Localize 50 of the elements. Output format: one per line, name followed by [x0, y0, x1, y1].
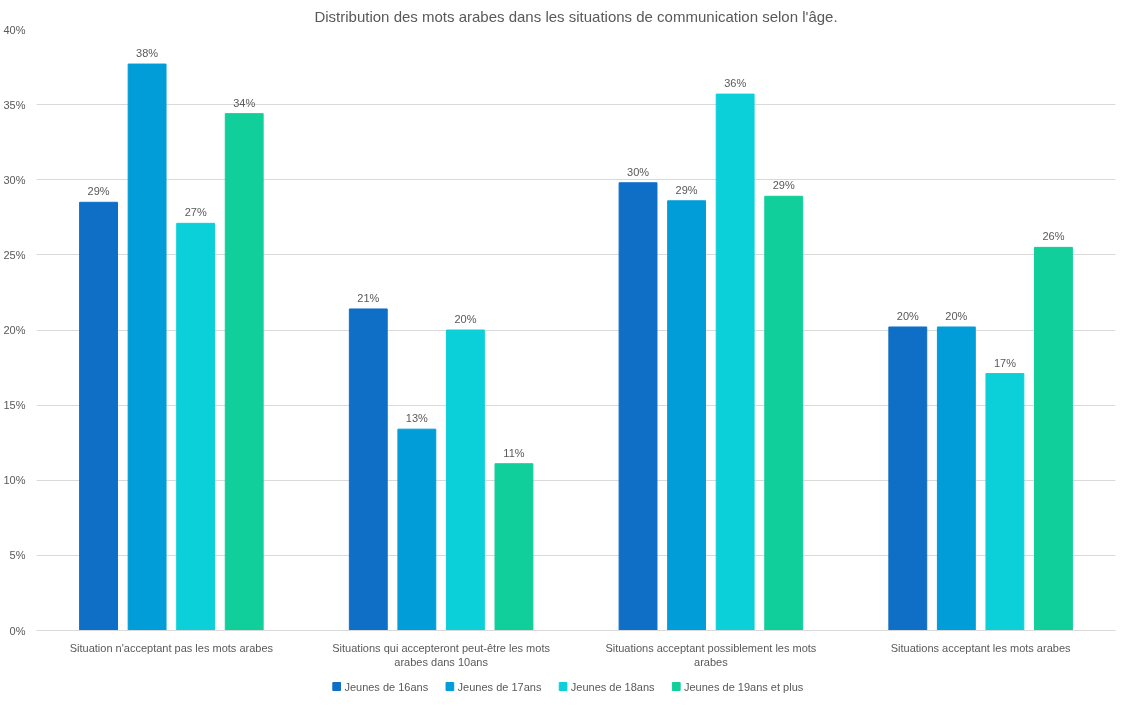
x-tick-label: Situation n'acceptant pas les mots arabes — [69, 641, 274, 654]
bar — [888, 326, 928, 631]
bar — [348, 308, 388, 631]
bar — [618, 182, 658, 631]
data-label: 13% — [405, 412, 429, 425]
data-label: 20% — [896, 309, 920, 322]
legend-label: Jeunes de 17ans — [457, 680, 542, 693]
legend-label: Jeunes de 18ans — [570, 680, 656, 693]
y-tick-label: 10% — [3, 474, 26, 487]
bar — [397, 428, 437, 631]
data-label: 27% — [184, 206, 207, 219]
data-label: 11% — [503, 446, 525, 459]
y-tick-label: 15% — [3, 399, 26, 412]
x-tick-label: Situations acceptant les mots arabes — [890, 641, 1072, 654]
data-label: 21% — [357, 291, 380, 304]
data-label: 20% — [945, 309, 968, 322]
bar — [176, 222, 216, 631]
data-label: 29% — [772, 179, 795, 192]
x-tick-label: Situations qui accepteront peut-être les mots arabes dans 10ans — [332, 641, 551, 668]
y-tick-label: 0% — [9, 624, 26, 637]
bar — [764, 195, 804, 631]
y-tick-label: 30% — [3, 173, 26, 186]
data-label: 38% — [136, 47, 159, 60]
bar — [985, 373, 1025, 631]
bar — [494, 463, 534, 631]
bar — [667, 200, 707, 631]
data-label: 29% — [675, 183, 698, 196]
bar — [127, 63, 167, 631]
data-label: 30% — [627, 165, 650, 178]
y-tick-label: 5% — [9, 549, 26, 562]
chart-title: Distribution des mots arabes dans les situations de communication selon l'âge. — [314, 7, 838, 25]
data-label: 17% — [993, 356, 1017, 369]
y-tick-label: 40% — [3, 23, 26, 36]
bar — [936, 326, 976, 631]
y-tick-label: 25% — [3, 248, 26, 261]
legend-label: Jeunes de 16ans — [344, 680, 429, 693]
bar — [715, 93, 755, 631]
bar — [224, 113, 264, 631]
bar — [1034, 246, 1073, 631]
bar — [79, 201, 118, 631]
x-tick-label: Situations acceptant possiblement les mots arabes — [605, 641, 817, 668]
data-label: 34% — [233, 96, 256, 109]
legend-label: Jeunes de 19ans et plus — [684, 680, 804, 693]
data-label: 29% — [87, 185, 110, 198]
data-label: 20% — [454, 313, 477, 325]
data-label: 26% — [1042, 230, 1065, 243]
y-tick-label: 35% — [3, 98, 26, 111]
y-tick-label: 20% — [3, 324, 26, 336]
data-label: 36% — [724, 77, 747, 90]
bar — [445, 329, 485, 631]
